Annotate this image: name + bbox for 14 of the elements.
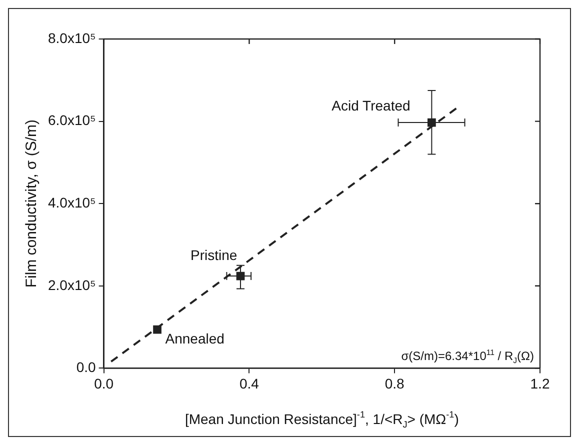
y-tick-label: 6.0x10⁵ [48,112,96,128]
y-tick-label: 8.0x10⁵ [48,30,96,46]
annotation: Pristine [190,247,238,264]
point [153,325,162,334]
x-tick-label: 0.0 [94,375,114,392]
y-tick-label: 4.0x10⁵ [48,194,96,210]
y-tick-label: 2.0x10⁵ [48,276,96,293]
x-tick-label: 0.8 [384,375,405,392]
x-tick-label: 0.4 [239,375,260,392]
y-tick-label: 0.0 [76,359,96,376]
x-tick-label: 1.2 [530,375,550,392]
annotation: Annealed [165,330,224,347]
annotation: Acid Treated [332,98,410,114]
y-axis-title: Film conductivity, σ (S/m) [23,120,40,288]
